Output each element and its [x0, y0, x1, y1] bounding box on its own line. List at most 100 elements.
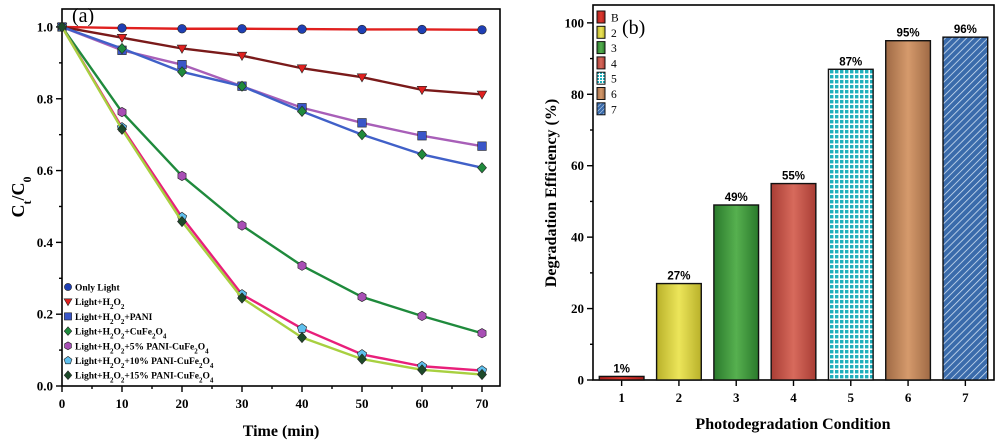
chart-a-legend-marker	[63, 326, 73, 336]
ylabel-sub-0: 0	[20, 177, 34, 183]
chart-a-data-point	[237, 24, 247, 34]
chart-a-ticks: 0 10 20 30 40 50 60 70 0.0 0.2 0.4 0.6 0.8 1.0	[37, 19, 489, 411]
chart-b-bar-group: 27%	[655, 271, 702, 381]
chart-b-bar-group: 87%	[827, 56, 874, 381]
chart-a-data-point	[177, 170, 187, 182]
chart-a-legend-label: Light+H2O2+CuFe2O4	[75, 328, 167, 341]
chart-a-legend-label: Light+H2O2+PANI	[75, 313, 153, 326]
chart-b-bar-label: 55%	[782, 171, 805, 183]
chart-a-legend-marker	[64, 312, 72, 321]
chart-b-x-tick-label: 4	[790, 390, 797, 405]
chart-a-data-point	[237, 220, 247, 231]
chart-b-legend-item: 3	[596, 41, 617, 55]
chart-a-data-point	[477, 25, 487, 35]
chart-a-x-tick-label: 50	[356, 396, 369, 411]
chart-a-data-point	[117, 123, 127, 135]
chart-b-bars: 1% 27% 49% 55% 87% 95% 96%	[598, 24, 989, 381]
chart-a-data-point	[476, 90, 488, 100]
chart-a-x-tick-label: 60	[416, 396, 429, 411]
chart-a-x-tick-label: 40	[296, 396, 309, 411]
chart-a-series-5	[57, 21, 487, 339]
chart-a-series-line	[61, 25, 483, 32]
ylabel-mid: /C	[8, 183, 28, 202]
chart-b-x-tick-label: 2	[676, 390, 683, 405]
chart-a-series-line	[61, 26, 483, 335]
chart-a-y-tick-label: 1.0	[37, 19, 53, 34]
chart-b-legend-swatch	[596, 71, 606, 85]
chart-a-series-1	[57, 22, 487, 35]
chart-b-legend-item: 5	[596, 71, 617, 86]
chart-a-data-point	[236, 51, 248, 62]
chart-b-legend-label: 2	[611, 28, 617, 40]
chart-a-legend-item: Light+H2O2+15% PANI-CuFe2O4	[63, 370, 214, 385]
chart-a-legend-marker	[64, 341, 72, 351]
chart-b-bar-label: 27%	[667, 271, 690, 283]
chart-b-y-tick-label: 0	[578, 373, 585, 388]
chart-a-data-point	[357, 129, 367, 141]
chart-a-data-point	[357, 353, 367, 365]
chart-b-legend-label: 6	[611, 89, 617, 101]
chart-b-legend: B 2 3 4 5 6 7	[596, 10, 619, 116]
chart-a-data-point	[417, 131, 427, 141]
chart-b-bar-label: 96%	[954, 24, 977, 36]
chart-a-data-point	[477, 141, 487, 151]
chart-b-legend-label: B	[611, 13, 619, 25]
chart-a-data-point	[296, 64, 308, 74]
chart-a-x-tick-label: 70	[476, 396, 489, 411]
chart-a-data-point	[477, 328, 487, 339]
chart-b-x-tick-label: 1	[618, 390, 625, 405]
chart-b-y-tick-label: 20	[571, 301, 584, 316]
chart-b-bar	[827, 68, 874, 381]
chart-b-bar	[713, 204, 760, 381]
chart-b-y-tick-label: 60	[571, 158, 584, 173]
chart-a-legend-label: Light+H2O2+5% PANI-CuFe2O4	[75, 342, 209, 355]
chart-b-y-tick-label: 100	[565, 15, 585, 30]
chart-a-legend-item: Light+H2O2+10% PANI-CuFe2O4	[63, 355, 214, 370]
chart-a-data-point	[177, 66, 187, 78]
chart-b-legend-swatch	[596, 87, 606, 100]
chart-b-legend-swatch	[596, 41, 606, 55]
chart-a-x-tick-label: 30	[236, 396, 249, 411]
chart-a-data-point	[176, 44, 188, 54]
chart-a-data-point	[357, 291, 367, 303]
chart-a-panel-label: (a)	[72, 5, 94, 27]
ylabel-sub-t: t	[20, 201, 34, 205]
chart-a-data-point	[417, 148, 427, 161]
chart-a-legend-label: Light+H2O2	[75, 298, 125, 311]
chart-a-data-point	[57, 21, 67, 33]
chart-b-panel-label: (b)	[622, 17, 645, 39]
chart-a-data-point	[177, 24, 187, 34]
chart-a-y-tick-label: 0.8	[37, 91, 54, 106]
chart-a-y-tick-label: 0.4	[37, 235, 54, 250]
chart-b-x-axis-title: Photodegradation Condition	[695, 416, 890, 433]
chart-a-plot-frame	[61, 8, 501, 387]
chart-a-data-point	[297, 24, 307, 34]
chart-a-data-point	[117, 106, 127, 118]
chart-b-x-tick-label: 3	[733, 390, 740, 405]
chart-a-x-axis-title: Time (min)	[243, 423, 320, 440]
chart-a-legend-marker	[64, 283, 72, 291]
chart-b-legend-item: 4	[596, 56, 617, 70]
chart-a-legend-label: Light+H2O2+10% PANI-CuFe2O4	[75, 357, 214, 370]
chart-a-data-point	[177, 215, 187, 228]
chart-b-ticks: 0 20 40 60 80 100 1 2 3 4 5 6 7	[565, 15, 970, 405]
chart-a-series-4	[57, 21, 487, 174]
chart-b-legend-swatch	[596, 56, 606, 70]
chart-a-data-point	[356, 73, 368, 83]
chart-b-bar	[942, 36, 989, 381]
chart-a-series	[56, 21, 488, 381]
chart-b-bar-group: 96%	[942, 24, 989, 381]
chart-a-series-7	[57, 21, 487, 381]
chart-b-bar	[770, 182, 817, 381]
chart-a-data-point	[297, 260, 307, 271]
chart-a-legend-item: Light+H2O2	[63, 298, 125, 311]
chart-a-data-point	[116, 33, 128, 44]
chart-b-x-tick-label: 5	[848, 390, 855, 405]
chart-b-bar-group: 95%	[885, 28, 932, 381]
chart-a-series-line	[61, 25, 483, 96]
chart-b-legend-item: 2	[596, 25, 617, 40]
chart-b-legend-label: 4	[611, 58, 617, 70]
chart-a-legend-item: Only Light	[64, 283, 120, 294]
chart-a-y-tick-label: 0.0	[37, 379, 53, 394]
